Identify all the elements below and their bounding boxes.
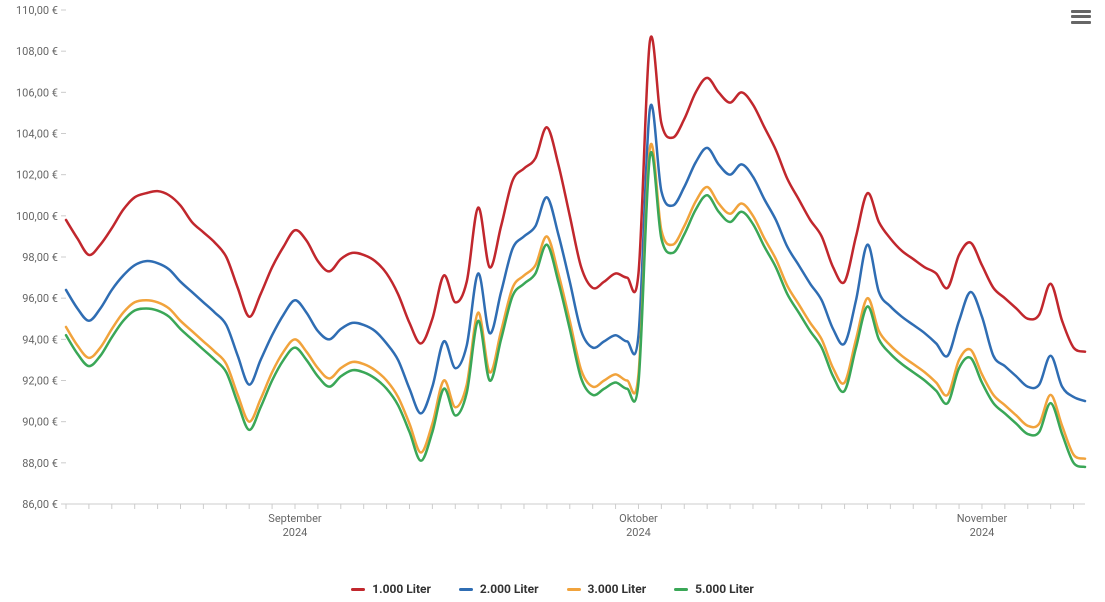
y-tick-label: 104,00 € [16, 128, 58, 141]
x-tick-label: September [268, 512, 322, 525]
x-tick-year: 2024 [283, 526, 308, 539]
y-tick-label: 96,00 € [22, 292, 58, 305]
legend-swatch [674, 588, 688, 591]
legend: 1.000 Liter 2.000 Liter 3.000 Liter 5.000 L… [0, 582, 1105, 596]
y-tick-label: 108,00 € [16, 45, 58, 58]
series-line [66, 144, 1085, 459]
legend-label: 1.000 Liter [372, 582, 431, 596]
legend-item[interactable]: 2.000 Liter [459, 582, 539, 596]
y-tick-label: 106,00 € [16, 86, 58, 99]
series-line [66, 105, 1085, 414]
y-tick-label: 102,00 € [16, 169, 58, 182]
y-tick-label: 94,00 € [22, 333, 58, 346]
legend-swatch [351, 588, 365, 591]
y-tick-label: 92,00 € [22, 375, 58, 388]
legend-item[interactable]: 3.000 Liter [567, 582, 647, 596]
y-tick-label: 98,00 € [22, 251, 58, 264]
legend-label: 5.000 Liter [695, 582, 754, 596]
legend-label: 3.000 Liter [588, 582, 647, 596]
y-tick-label: 90,00 € [22, 416, 58, 429]
x-tick-year: 2024 [970, 526, 995, 539]
y-tick-label: 88,00 € [22, 457, 58, 470]
y-tick-label: 86,00 € [22, 498, 58, 511]
chart-menu-button[interactable] [1069, 6, 1093, 28]
chart-canvas: 86,00 € 88,00 € 90,00 € 92,00 € 94,00 € 96,00… [0, 0, 1105, 562]
x-tick-label: Oktober [619, 512, 658, 525]
price-line-chart: 86,00 € 88,00 € 90,00 € 92,00 € 94,00 € 96,00… [0, 0, 1105, 602]
x-tick-year: 2024 [626, 526, 651, 539]
y-tick-label: 100,00 € [16, 210, 58, 223]
y-tick-label: 110,00 € [16, 4, 58, 17]
legend-swatch [567, 588, 581, 591]
legend-swatch [459, 588, 473, 591]
legend-item[interactable]: 5.000 Liter [674, 582, 754, 596]
x-tick-label: November [957, 512, 1008, 525]
legend-item[interactable]: 1.000 Liter [351, 582, 431, 596]
legend-label: 2.000 Liter [480, 582, 539, 596]
